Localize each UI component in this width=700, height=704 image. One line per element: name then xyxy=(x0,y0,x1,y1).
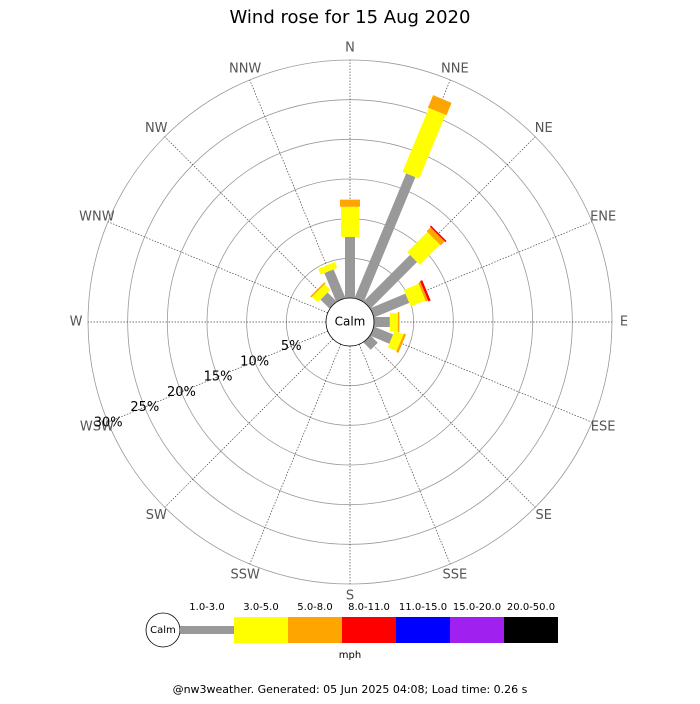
bar-segment xyxy=(354,173,416,302)
direction-label: E xyxy=(620,315,628,330)
legend-label: 1.0-3.0 xyxy=(189,602,224,613)
legend-swatch xyxy=(396,617,450,643)
ring-label: 15% xyxy=(204,370,233,385)
calm-label: Calm xyxy=(335,315,366,329)
direction-label: N xyxy=(345,41,355,56)
direction-label: NNW xyxy=(229,61,261,76)
bar-segment xyxy=(396,333,407,353)
bar-segment xyxy=(403,283,426,307)
direction-label: W xyxy=(70,315,83,330)
legend-swatch xyxy=(288,617,342,643)
ring-label: 30% xyxy=(94,415,123,430)
direction-label: SSW xyxy=(230,568,260,583)
bar-segment xyxy=(370,293,410,318)
spoke xyxy=(366,338,536,508)
spoke xyxy=(107,330,328,423)
spoke xyxy=(372,330,593,423)
ring-label: 20% xyxy=(167,385,196,400)
direction-label: NNE xyxy=(441,61,469,76)
ring-label: 5% xyxy=(281,339,302,354)
spoke xyxy=(107,221,328,314)
legend-label: 11.0-15.0 xyxy=(399,602,447,613)
bar-segment xyxy=(340,199,360,207)
direction-label: ESE xyxy=(591,419,616,434)
bar-segment xyxy=(312,284,331,303)
legend-swatch xyxy=(450,617,504,643)
bar-segment xyxy=(363,254,418,309)
calm-circle xyxy=(325,297,375,347)
bar-segment xyxy=(407,231,441,265)
bar-segment xyxy=(324,269,346,302)
legend-label: 5.0-8.0 xyxy=(297,602,332,613)
bar-segment xyxy=(420,280,431,302)
legend-label: 15.0-20.0 xyxy=(453,602,501,613)
spoke xyxy=(249,79,342,300)
ring-label: 10% xyxy=(240,354,269,369)
grid-ring xyxy=(166,138,534,506)
spoke xyxy=(164,338,334,508)
legend-swatch xyxy=(234,617,288,643)
bar-segment xyxy=(426,227,445,246)
direction-label: WNW xyxy=(79,210,115,225)
direction-label: ENE xyxy=(590,210,616,225)
bar-segment xyxy=(418,282,429,302)
bar-segment xyxy=(370,326,394,344)
bar-segment xyxy=(427,95,452,116)
grid-ring xyxy=(206,178,494,466)
chart-title: Wind rose for 15 Aug 2020 xyxy=(230,7,471,28)
direction-label: SW xyxy=(146,508,167,523)
legend-label: 8.0-11.0 xyxy=(348,602,390,613)
bar-segment xyxy=(429,225,447,243)
direction-label: S xyxy=(346,589,354,604)
spoke xyxy=(249,344,342,565)
unit-label: mph xyxy=(339,650,361,661)
legend-label: 3.0-5.0 xyxy=(243,602,278,613)
legend-swatch xyxy=(180,626,234,634)
ring-label: 25% xyxy=(130,400,159,415)
footer: @nw3weather. Generated: 05 Jun 2025 04:0… xyxy=(173,683,528,696)
direction-label: SSE xyxy=(442,568,467,583)
direction-label: NE xyxy=(535,121,553,136)
bar-segment xyxy=(374,317,390,327)
legend-swatch xyxy=(504,617,558,643)
bar-segment xyxy=(320,292,337,309)
spoke xyxy=(358,344,451,565)
bar-segment xyxy=(345,236,355,298)
direction-label: SE xyxy=(536,508,552,523)
bar-segment xyxy=(387,330,404,352)
bar-segment xyxy=(389,313,398,331)
direction-label: NW xyxy=(145,121,168,136)
direction-label: WSW xyxy=(80,419,114,434)
spoke xyxy=(164,136,334,306)
legend-label: 20.0-50.0 xyxy=(507,602,555,613)
bar-segment xyxy=(397,312,400,332)
bar-segment xyxy=(402,108,446,179)
legend-calm-label: Calm xyxy=(150,625,176,636)
legend-swatch xyxy=(342,617,396,643)
bar-segment xyxy=(341,206,359,237)
bar-segment xyxy=(318,261,338,275)
bar-segment xyxy=(310,282,326,298)
